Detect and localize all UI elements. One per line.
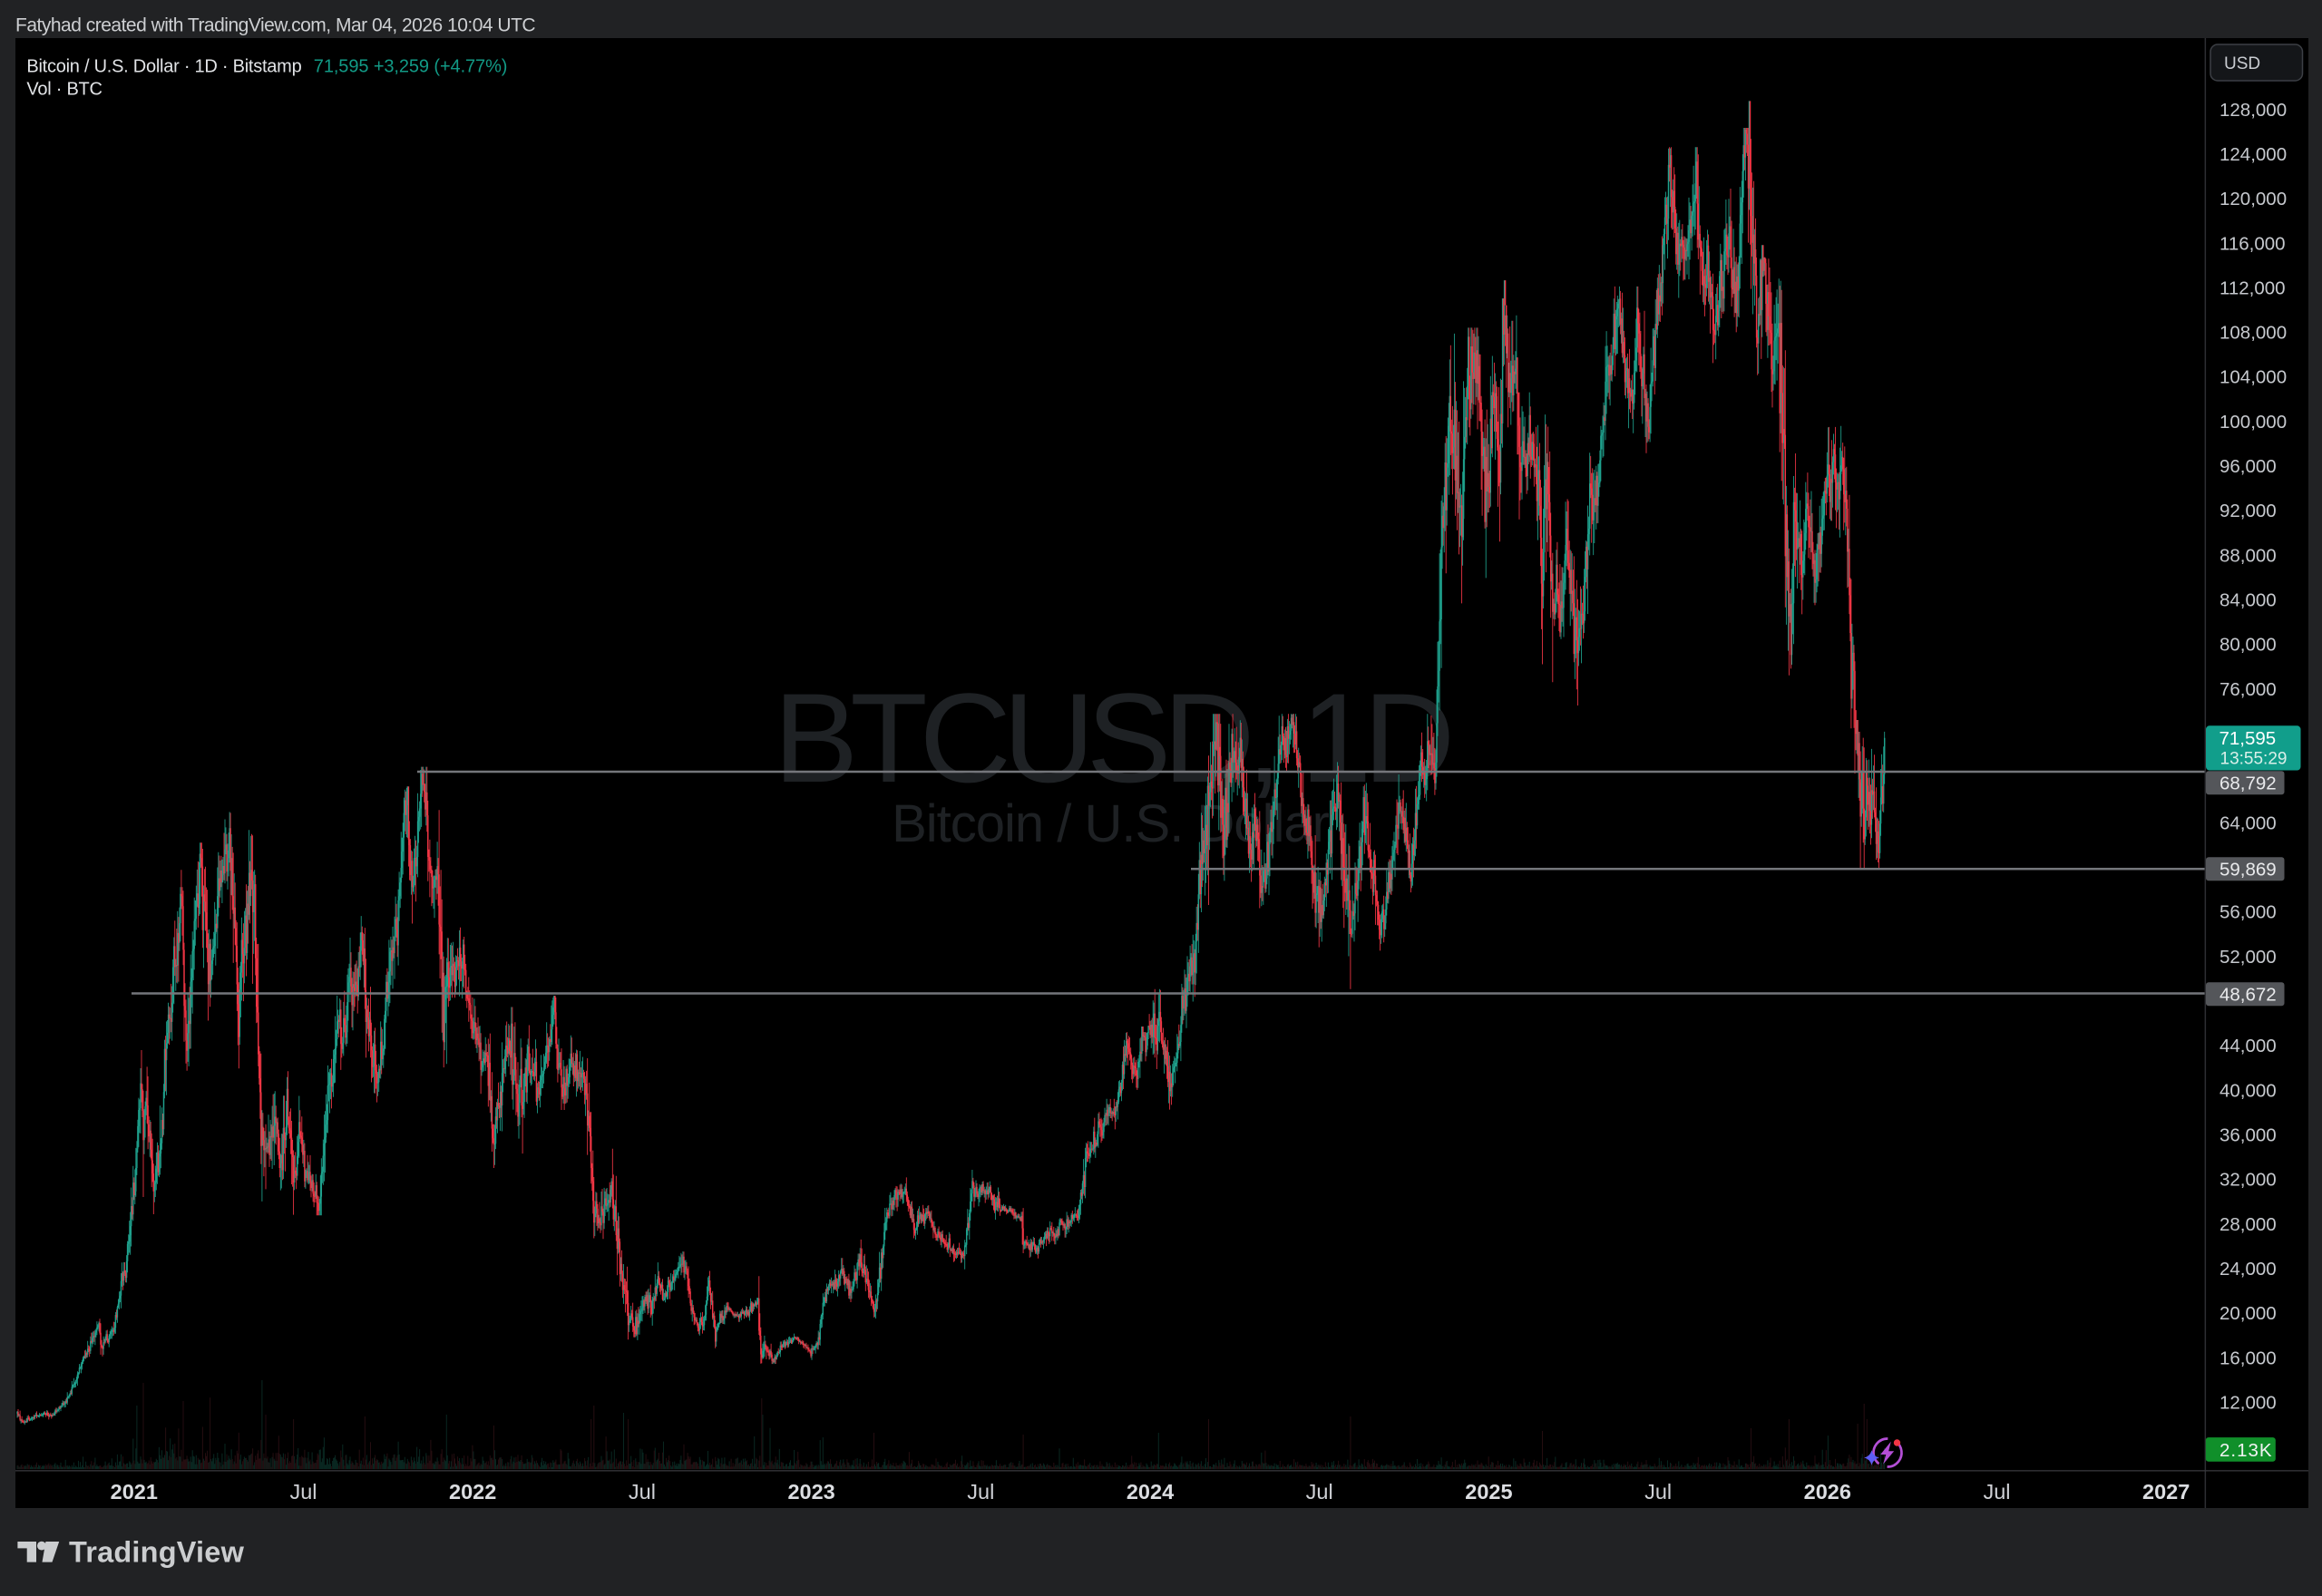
svg-text:52,000: 52,000	[2220, 947, 2277, 968]
svg-text:Jul: Jul	[1983, 1480, 2010, 1504]
svg-text:BTCUSD, 1D: BTCUSD, 1D	[774, 667, 1449, 809]
svg-text:108,000: 108,000	[2220, 323, 2287, 344]
svg-text:24,000: 24,000	[2220, 1259, 2277, 1280]
svg-text:92,000: 92,000	[2220, 501, 2277, 521]
svg-text:116,000: 116,000	[2220, 233, 2286, 254]
svg-text:96,000: 96,000	[2220, 456, 2277, 477]
svg-text:Jul: Jul	[289, 1480, 317, 1504]
svg-text:28,000: 28,000	[2220, 1214, 2277, 1235]
svg-text:59,869: 59,869	[2220, 859, 2277, 880]
svg-text:32,000: 32,000	[2220, 1170, 2277, 1191]
svg-text:36,000: 36,000	[2220, 1125, 2277, 1146]
svg-text:2022: 2022	[449, 1480, 496, 1504]
svg-text:Vol · BTC: Vol · BTC	[26, 79, 102, 99]
svg-text:Jul: Jul	[629, 1480, 656, 1504]
svg-text:88,000: 88,000	[2220, 545, 2277, 566]
svg-text:48,672: 48,672	[2220, 985, 2277, 1006]
svg-text:Bitcoin / U.S. Dollar · 1D · B: Bitcoin / U.S. Dollar · 1D · Bitstamp	[26, 56, 301, 76]
svg-text:16,000: 16,000	[2220, 1348, 2277, 1368]
svg-text:Jul: Jul	[967, 1480, 994, 1504]
svg-text:64,000: 64,000	[2220, 813, 2277, 833]
svg-text:USD: USD	[2224, 54, 2260, 73]
svg-text:12,000: 12,000	[2220, 1392, 2277, 1413]
svg-text:20,000: 20,000	[2220, 1303, 2277, 1324]
svg-text:40,000: 40,000	[2220, 1080, 2277, 1101]
svg-text:124,000: 124,000	[2220, 144, 2287, 165]
svg-text:2023: 2023	[787, 1480, 834, 1504]
svg-text:Fatyhad created with TradingVi: Fatyhad created with TradingView.com, Ma…	[15, 15, 535, 36]
svg-text:2021: 2021	[111, 1480, 158, 1504]
svg-text:56,000: 56,000	[2220, 902, 2277, 923]
svg-text:Jul: Jul	[1306, 1480, 1333, 1504]
svg-text:112,000: 112,000	[2220, 277, 2286, 298]
svg-text:100,000: 100,000	[2220, 412, 2287, 433]
svg-text:2024: 2024	[1127, 1480, 1174, 1504]
svg-text:2026: 2026	[1804, 1480, 1851, 1504]
svg-text:71,595: 71,595	[2220, 728, 2277, 749]
svg-text:44,000: 44,000	[2220, 1036, 2277, 1056]
svg-text:104,000: 104,000	[2220, 367, 2287, 388]
svg-text:TradingView: TradingView	[69, 1536, 245, 1569]
svg-text:76,000: 76,000	[2220, 679, 2277, 700]
svg-text:71,595 +3,259 (+4.77%): 71,595 +3,259 (+4.77%)	[314, 56, 508, 76]
svg-text:13:55:29: 13:55:29	[2220, 750, 2288, 769]
svg-text:68,792: 68,792	[2220, 773, 2277, 793]
svg-text:84,000: 84,000	[2220, 590, 2277, 611]
svg-text:Bitcoin / U.S. Dollar: Bitcoin / U.S. Dollar	[892, 794, 1330, 853]
svg-text:80,000: 80,000	[2220, 635, 2277, 656]
svg-text:2.13K: 2.13K	[2220, 1440, 2273, 1461]
svg-text:2025: 2025	[1465, 1480, 1512, 1504]
svg-text:120,000: 120,000	[2220, 189, 2287, 209]
svg-text:Jul: Jul	[1644, 1480, 1672, 1504]
svg-text:128,000: 128,000	[2220, 100, 2287, 121]
svg-text:2027: 2027	[2142, 1480, 2190, 1504]
